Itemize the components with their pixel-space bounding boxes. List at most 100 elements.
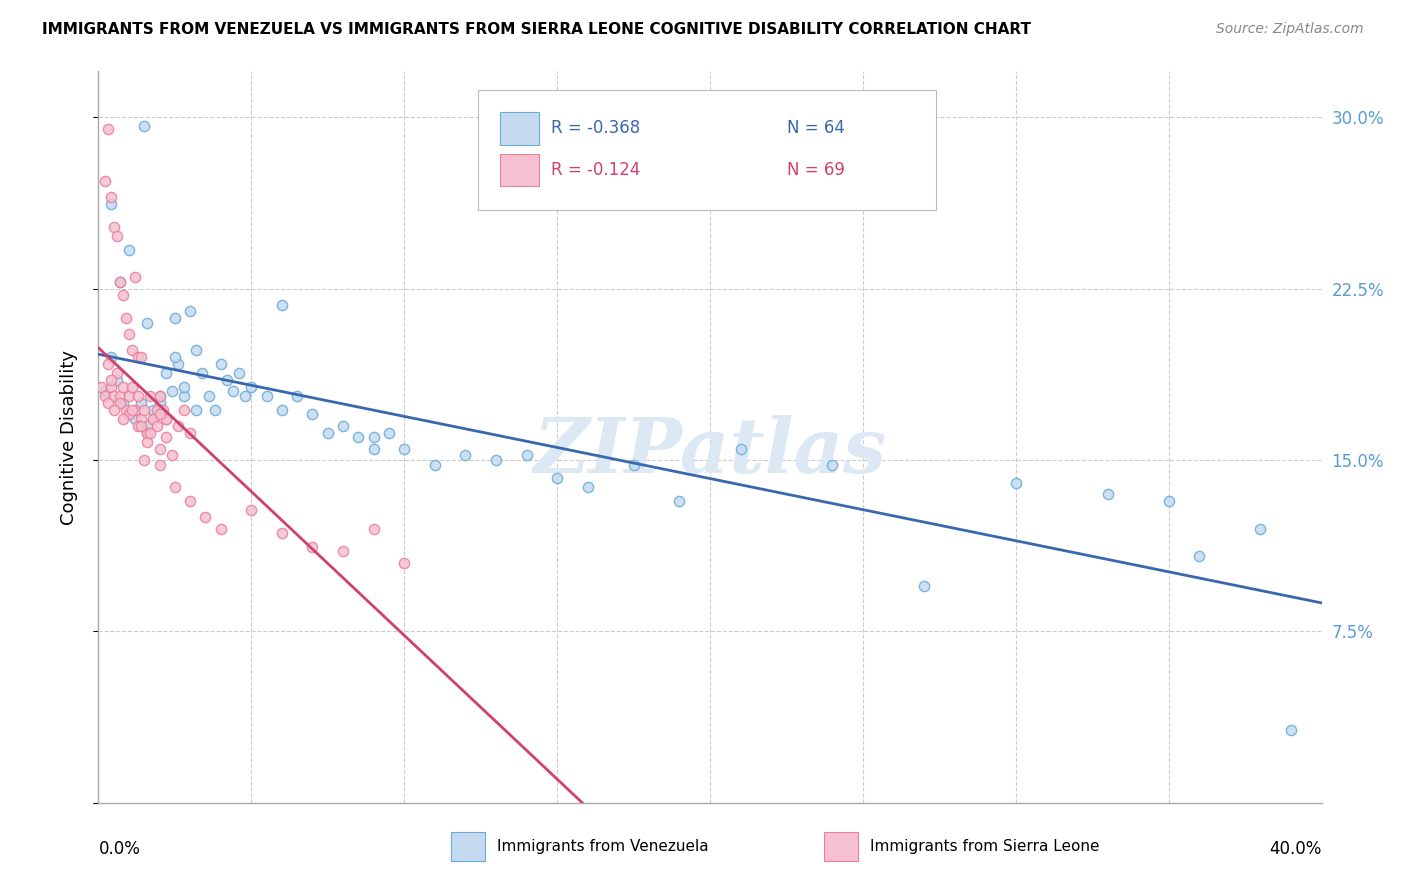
Point [363,442,385,456]
Point [516,449,538,463]
Point [179,304,201,318]
Point [134,402,156,417]
Point [105,373,128,387]
Point [103,389,125,403]
Point [546,471,568,485]
Point [160,449,183,463]
Point [93,384,115,399]
Point [167,357,190,371]
Text: Source: ZipAtlas.com: Source: ZipAtlas.com [1216,22,1364,37]
Point [1279,723,1302,737]
Point [301,407,323,421]
Point [134,453,156,467]
Point [173,389,195,403]
Point [134,119,156,133]
Text: R = -0.368: R = -0.368 [551,120,640,137]
Point [124,270,146,285]
Point [423,458,446,472]
Point [145,418,167,433]
Point [316,425,339,440]
Point [256,389,278,403]
Point [149,458,172,472]
Point [129,418,152,433]
Point [93,389,115,403]
Point [149,442,172,456]
Point [149,396,172,410]
Point [124,402,146,417]
Point [623,458,645,472]
Point [149,389,172,403]
Point [149,407,172,421]
Point [103,219,125,234]
Point [1097,487,1119,501]
Point [97,357,120,371]
Point [136,425,159,440]
Point [197,389,219,403]
Point [118,243,141,257]
Point [100,373,122,387]
Point [204,402,226,417]
FancyBboxPatch shape [451,832,485,861]
Point [209,357,232,371]
Point [136,418,159,433]
Point [100,380,122,394]
Point [129,350,152,364]
Point [97,121,120,136]
Point [173,380,195,394]
Point [186,402,208,417]
Point [136,434,159,449]
Point [142,412,165,426]
Point [363,430,385,444]
Text: N = 69: N = 69 [787,161,845,179]
Point [378,425,401,440]
Point [121,343,143,358]
Point [912,579,935,593]
Point [209,521,232,535]
Text: ZIPatlas: ZIPatlas [533,415,887,489]
Point [124,412,146,426]
Point [108,275,131,289]
FancyBboxPatch shape [499,112,538,145]
Point [270,526,292,541]
Point [115,402,138,417]
Point [121,380,143,394]
Point [454,449,477,463]
Point [270,402,292,417]
Point [576,480,599,494]
Point [118,407,141,421]
Point [100,190,122,204]
Point [155,430,177,444]
Point [163,311,186,326]
Point [93,174,115,188]
Point [127,350,149,364]
Point [285,389,308,403]
Point [1157,494,1180,508]
Point [152,402,174,417]
Point [240,503,263,517]
Point [90,380,112,394]
Text: N = 64: N = 64 [787,120,845,137]
Point [155,412,177,426]
Point [111,412,134,426]
Point [392,442,416,456]
Point [179,425,201,440]
Point [115,311,138,326]
Point [228,366,250,380]
Point [392,556,416,570]
Point [155,366,177,380]
Point [108,389,131,403]
Point [179,494,201,508]
Point [173,402,195,417]
Point [821,458,844,472]
Point [111,396,134,410]
Point [1249,521,1271,535]
Point [668,494,690,508]
Point [142,412,165,426]
FancyBboxPatch shape [478,90,936,211]
Point [139,425,162,440]
Point [118,389,141,403]
Point [105,366,128,380]
Text: 0.0%: 0.0% [98,840,141,858]
Point [127,418,149,433]
Point [97,396,120,410]
